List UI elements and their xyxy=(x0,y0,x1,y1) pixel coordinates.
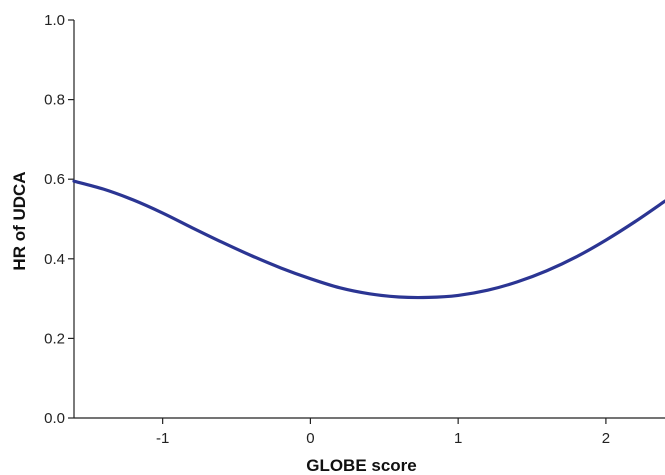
y-tick-label: 0.2 xyxy=(44,330,65,347)
x-tick-label: 1 xyxy=(454,430,462,447)
x-axis-title: GLOBE score xyxy=(306,456,417,475)
hr-curve-line xyxy=(72,179,665,300)
y-axis-title: HR of UDCA xyxy=(10,171,29,270)
x-tick-label: 0 xyxy=(306,430,314,447)
y-tick-label: 0.8 xyxy=(44,92,65,109)
y-tick-label: 0.6 xyxy=(44,171,65,188)
y-tick-label: 1.0 xyxy=(44,12,65,29)
y-tick-label: 0.0 xyxy=(44,410,65,427)
x-tick-label: -1 xyxy=(156,430,169,447)
x-tick-label: 2 xyxy=(602,430,610,447)
y-tick-label: 0.4 xyxy=(44,251,65,268)
